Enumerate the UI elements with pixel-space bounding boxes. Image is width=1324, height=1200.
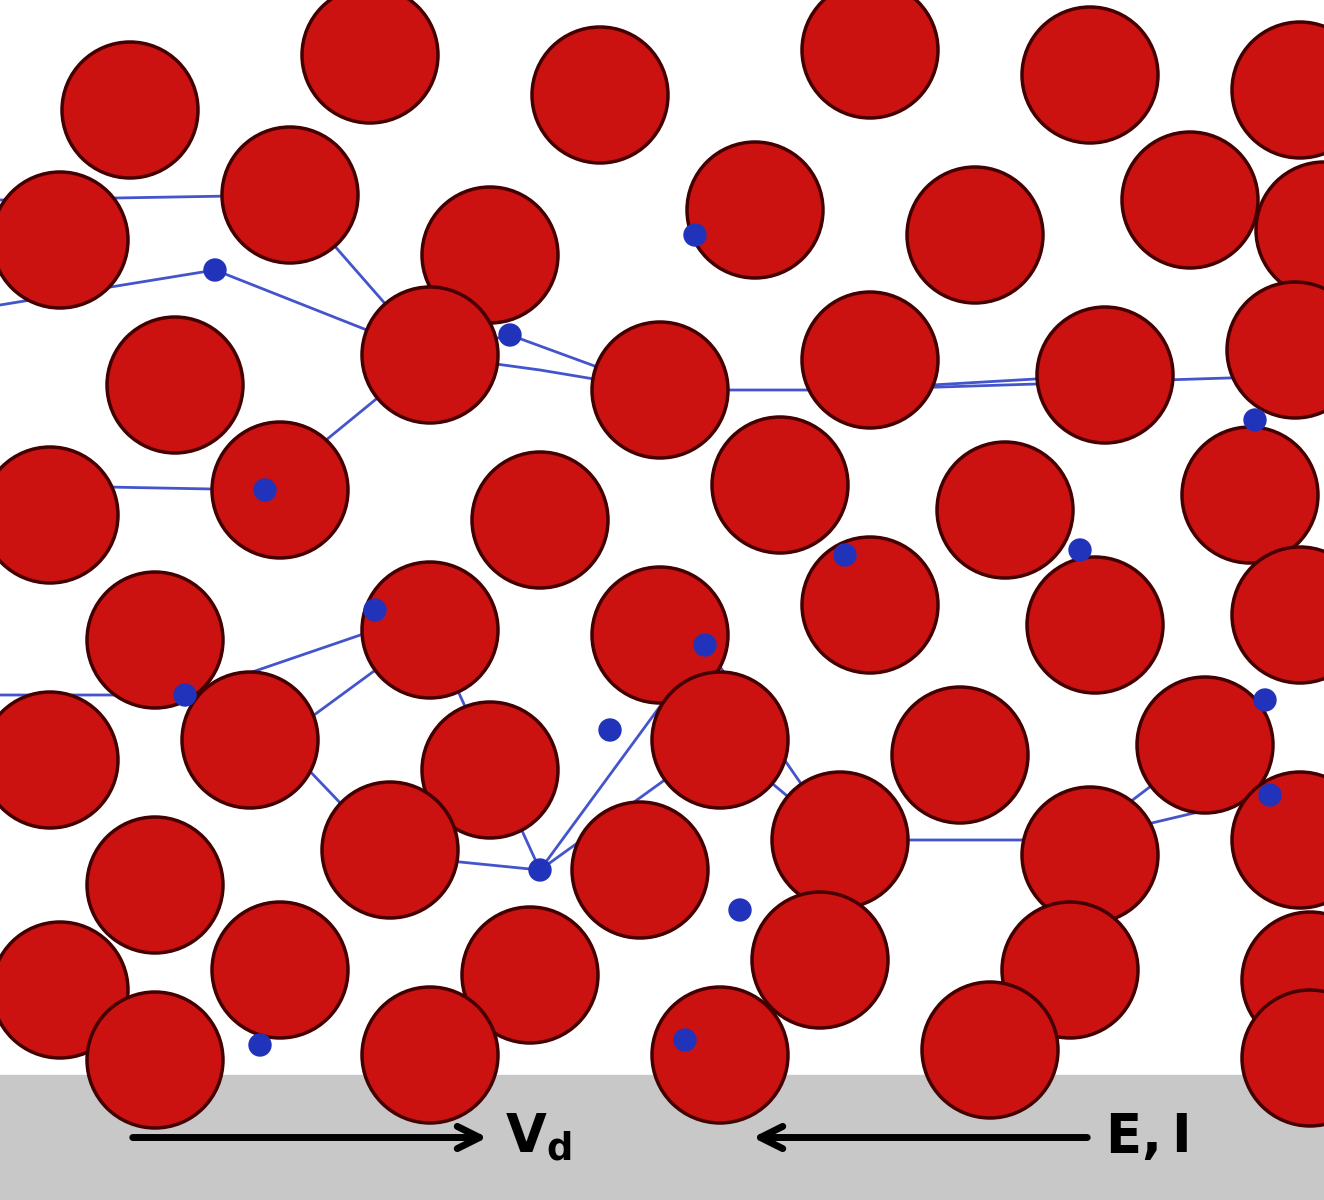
Circle shape: [1137, 677, 1272, 814]
Circle shape: [0, 922, 128, 1058]
Circle shape: [0, 692, 118, 828]
Circle shape: [1227, 282, 1324, 418]
Circle shape: [802, 0, 937, 118]
Circle shape: [1254, 689, 1276, 710]
Circle shape: [361, 986, 498, 1123]
Circle shape: [712, 416, 847, 553]
Circle shape: [422, 702, 557, 838]
Circle shape: [530, 859, 551, 881]
Circle shape: [1022, 787, 1158, 923]
Circle shape: [674, 1028, 696, 1051]
Text: $\mathbf{V_d}$: $\mathbf{V_d}$: [504, 1111, 572, 1164]
Circle shape: [0, 172, 128, 308]
Circle shape: [730, 899, 751, 922]
Circle shape: [907, 167, 1043, 302]
Circle shape: [254, 479, 275, 502]
Circle shape: [1121, 132, 1258, 268]
Circle shape: [361, 287, 498, 422]
Circle shape: [1233, 22, 1324, 158]
Circle shape: [694, 634, 716, 656]
Circle shape: [937, 442, 1072, 578]
Circle shape: [1182, 427, 1317, 563]
Circle shape: [1068, 539, 1091, 560]
Text: $\mathbf{E, I}$: $\mathbf{E, I}$: [1106, 1111, 1188, 1164]
Circle shape: [499, 324, 522, 346]
Circle shape: [834, 544, 857, 566]
Circle shape: [364, 599, 387, 622]
Circle shape: [1037, 307, 1173, 443]
Circle shape: [422, 187, 557, 323]
Circle shape: [802, 292, 937, 428]
Circle shape: [802, 538, 937, 673]
Circle shape: [462, 907, 598, 1043]
Circle shape: [1242, 990, 1324, 1126]
Circle shape: [87, 992, 222, 1128]
Circle shape: [204, 259, 226, 281]
Circle shape: [532, 26, 669, 163]
Circle shape: [1233, 772, 1324, 908]
Circle shape: [107, 317, 244, 452]
Circle shape: [1002, 902, 1139, 1038]
Circle shape: [361, 562, 498, 698]
Circle shape: [687, 142, 824, 278]
Circle shape: [922, 982, 1058, 1118]
Circle shape: [173, 684, 196, 706]
Circle shape: [752, 892, 888, 1028]
Circle shape: [302, 0, 438, 122]
Circle shape: [1259, 784, 1282, 806]
Circle shape: [685, 224, 706, 246]
Circle shape: [87, 572, 222, 708]
Circle shape: [1256, 162, 1324, 298]
Circle shape: [592, 566, 728, 703]
Circle shape: [222, 127, 357, 263]
Circle shape: [772, 772, 908, 908]
Bar: [0, 1075, 1324, 1200]
Circle shape: [249, 1034, 271, 1056]
Circle shape: [87, 817, 222, 953]
Circle shape: [1022, 7, 1158, 143]
Circle shape: [598, 719, 621, 740]
Circle shape: [212, 422, 348, 558]
Circle shape: [592, 322, 728, 458]
Circle shape: [1233, 547, 1324, 683]
Circle shape: [212, 902, 348, 1038]
Circle shape: [1027, 557, 1162, 692]
Circle shape: [181, 672, 318, 808]
Circle shape: [651, 986, 788, 1123]
Circle shape: [892, 686, 1027, 823]
Circle shape: [651, 672, 788, 808]
Circle shape: [1245, 409, 1266, 431]
Circle shape: [0, 446, 118, 583]
Circle shape: [471, 452, 608, 588]
Circle shape: [572, 802, 708, 938]
Circle shape: [1242, 912, 1324, 1048]
Circle shape: [62, 42, 199, 178]
Circle shape: [322, 782, 458, 918]
